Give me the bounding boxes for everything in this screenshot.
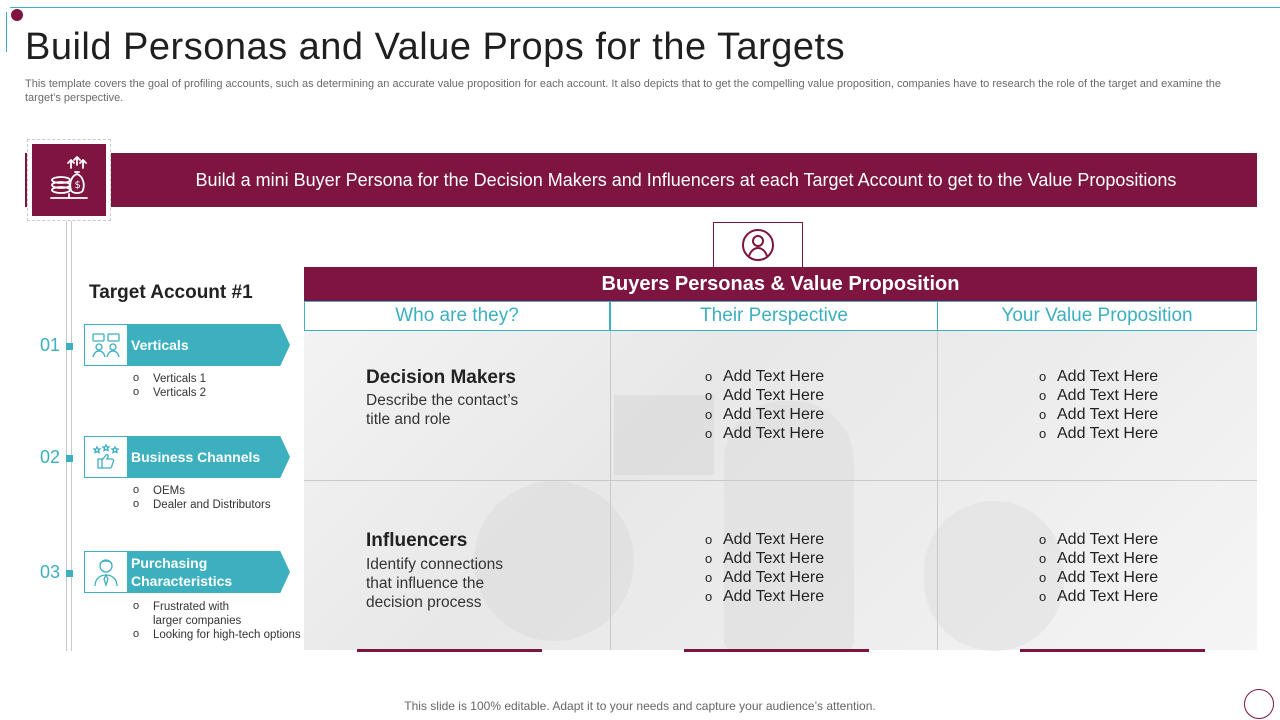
category-label: Business Channels bbox=[128, 436, 290, 478]
list-item: OEMs bbox=[133, 483, 271, 498]
target-account-title: Target Account #1 bbox=[89, 282, 253, 303]
row-description: Identify connections that influence the … bbox=[366, 556, 504, 611]
svg-text:$: $ bbox=[75, 180, 81, 191]
timeline-rail bbox=[66, 221, 72, 651]
list-item: Add Text Here bbox=[705, 587, 824, 606]
verticals-list: Verticals 1 Verticals 2 bbox=[133, 371, 206, 400]
list-item-text: Frustrated with larger companies bbox=[153, 601, 242, 627]
number-marker bbox=[66, 570, 73, 577]
list-item: Add Text Here bbox=[1039, 549, 1158, 568]
list-item: Add Text Here bbox=[1039, 386, 1158, 405]
persona-icon-box bbox=[713, 222, 803, 268]
list-item: Verticals 2 bbox=[133, 385, 206, 400]
category-number-03: 03 bbox=[40, 562, 80, 583]
category-number-02: 02 bbox=[40, 447, 80, 468]
row-description: Describe the contact’s title and role bbox=[366, 392, 519, 428]
number-marker bbox=[66, 343, 73, 350]
businessman-icon bbox=[84, 551, 128, 593]
banner: Build a mini Buyer Persona for the Decis… bbox=[25, 153, 1257, 207]
corner-dot bbox=[11, 9, 23, 21]
table-title: Buyers Personas & Value Proposition bbox=[304, 267, 1257, 301]
photo-shape bbox=[474, 481, 634, 641]
category-number-label: 03 bbox=[40, 562, 61, 582]
list-item: Add Text Here bbox=[705, 405, 824, 424]
list-item: Add Text Here bbox=[1039, 587, 1158, 606]
list-item: Add Text Here bbox=[705, 549, 824, 568]
category-number-01: 01 bbox=[40, 335, 80, 356]
list-item: Add Text Here bbox=[1039, 530, 1158, 549]
photo-shape bbox=[614, 395, 714, 475]
thumbs-up-stars-icon bbox=[84, 436, 128, 478]
category-number-label: 01 bbox=[40, 335, 61, 355]
category-label: Purchasing Characteristics bbox=[128, 551, 290, 593]
footer-note: This slide is 100% editable. Adapt it to… bbox=[404, 699, 876, 713]
list-item: Add Text Here bbox=[705, 424, 824, 443]
list-item: Add Text Here bbox=[1039, 568, 1158, 587]
list-item: Add Text Here bbox=[1039, 367, 1158, 386]
money-scale-icon: $ bbox=[32, 144, 106, 216]
category-purchasing-characteristics[interactable]: Purchasing Characteristics bbox=[84, 551, 290, 593]
value-proposition-list: Add Text Here Add Text Here Add Text Her… bbox=[1039, 367, 1158, 443]
row-divider bbox=[304, 480, 1257, 481]
list-item: Add Text Here bbox=[705, 386, 824, 405]
left-divider-line bbox=[6, 12, 7, 52]
accent-underline bbox=[684, 649, 869, 652]
list-item: Add Text Here bbox=[705, 367, 824, 386]
column-divider bbox=[937, 331, 938, 650]
category-verticals[interactable]: Verticals bbox=[84, 324, 290, 366]
category-business-channels[interactable]: Business Channels bbox=[84, 436, 290, 478]
list-item: Looking for high-tech options bbox=[133, 627, 301, 642]
category-label: Verticals bbox=[128, 324, 290, 366]
column-divider bbox=[610, 331, 611, 650]
personas-table: Buyers Personas & Value Proposition Who … bbox=[304, 267, 1257, 651]
perspective-list: Add Text Here Add Text Here Add Text Her… bbox=[705, 530, 824, 606]
number-marker bbox=[66, 455, 73, 462]
row-title-decision-makers: Decision Makers bbox=[366, 367, 516, 388]
list-item: Add Text Here bbox=[705, 530, 824, 549]
row-title-influencers: Influencers bbox=[366, 530, 468, 551]
perspective-list: Add Text Here Add Text Here Add Text Her… bbox=[705, 367, 824, 443]
page-subtitle: This template covers the goal of profili… bbox=[25, 78, 1222, 104]
accent-underline bbox=[357, 649, 542, 652]
list-item: Dealer and Distributors bbox=[133, 497, 271, 512]
value-proposition-list: Add Text Here Add Text Here Add Text Her… bbox=[1039, 530, 1158, 606]
banner-text: Build a mini Buyer Persona for the Decis… bbox=[195, 170, 1177, 190]
column-header-value-proposition: Your Value Proposition bbox=[937, 301, 1257, 331]
list-item: Add Text Here bbox=[1039, 405, 1158, 424]
category-number-label: 02 bbox=[40, 447, 61, 467]
page-title: Build Personas and Value Props for the T… bbox=[25, 26, 846, 68]
list-item: Add Text Here bbox=[705, 568, 824, 587]
accent-underline bbox=[1020, 649, 1205, 652]
list-item: Verticals 1 bbox=[133, 371, 206, 386]
people-chat-icon bbox=[84, 324, 128, 366]
column-header-who: Who are they? bbox=[304, 301, 610, 331]
business-channels-list: OEMs Dealer and Distributors bbox=[133, 483, 271, 512]
column-header-perspective: Their Perspective bbox=[610, 301, 938, 331]
list-item: Add Text Here bbox=[1039, 424, 1158, 443]
list-item: Frustrated with larger companies bbox=[133, 599, 253, 628]
purchasing-characteristics-list: Frustrated with larger companies Looking… bbox=[133, 599, 301, 642]
corner-circle-icon bbox=[1244, 689, 1274, 719]
user-circle-icon bbox=[742, 229, 774, 261]
top-divider-line bbox=[10, 7, 1280, 8]
